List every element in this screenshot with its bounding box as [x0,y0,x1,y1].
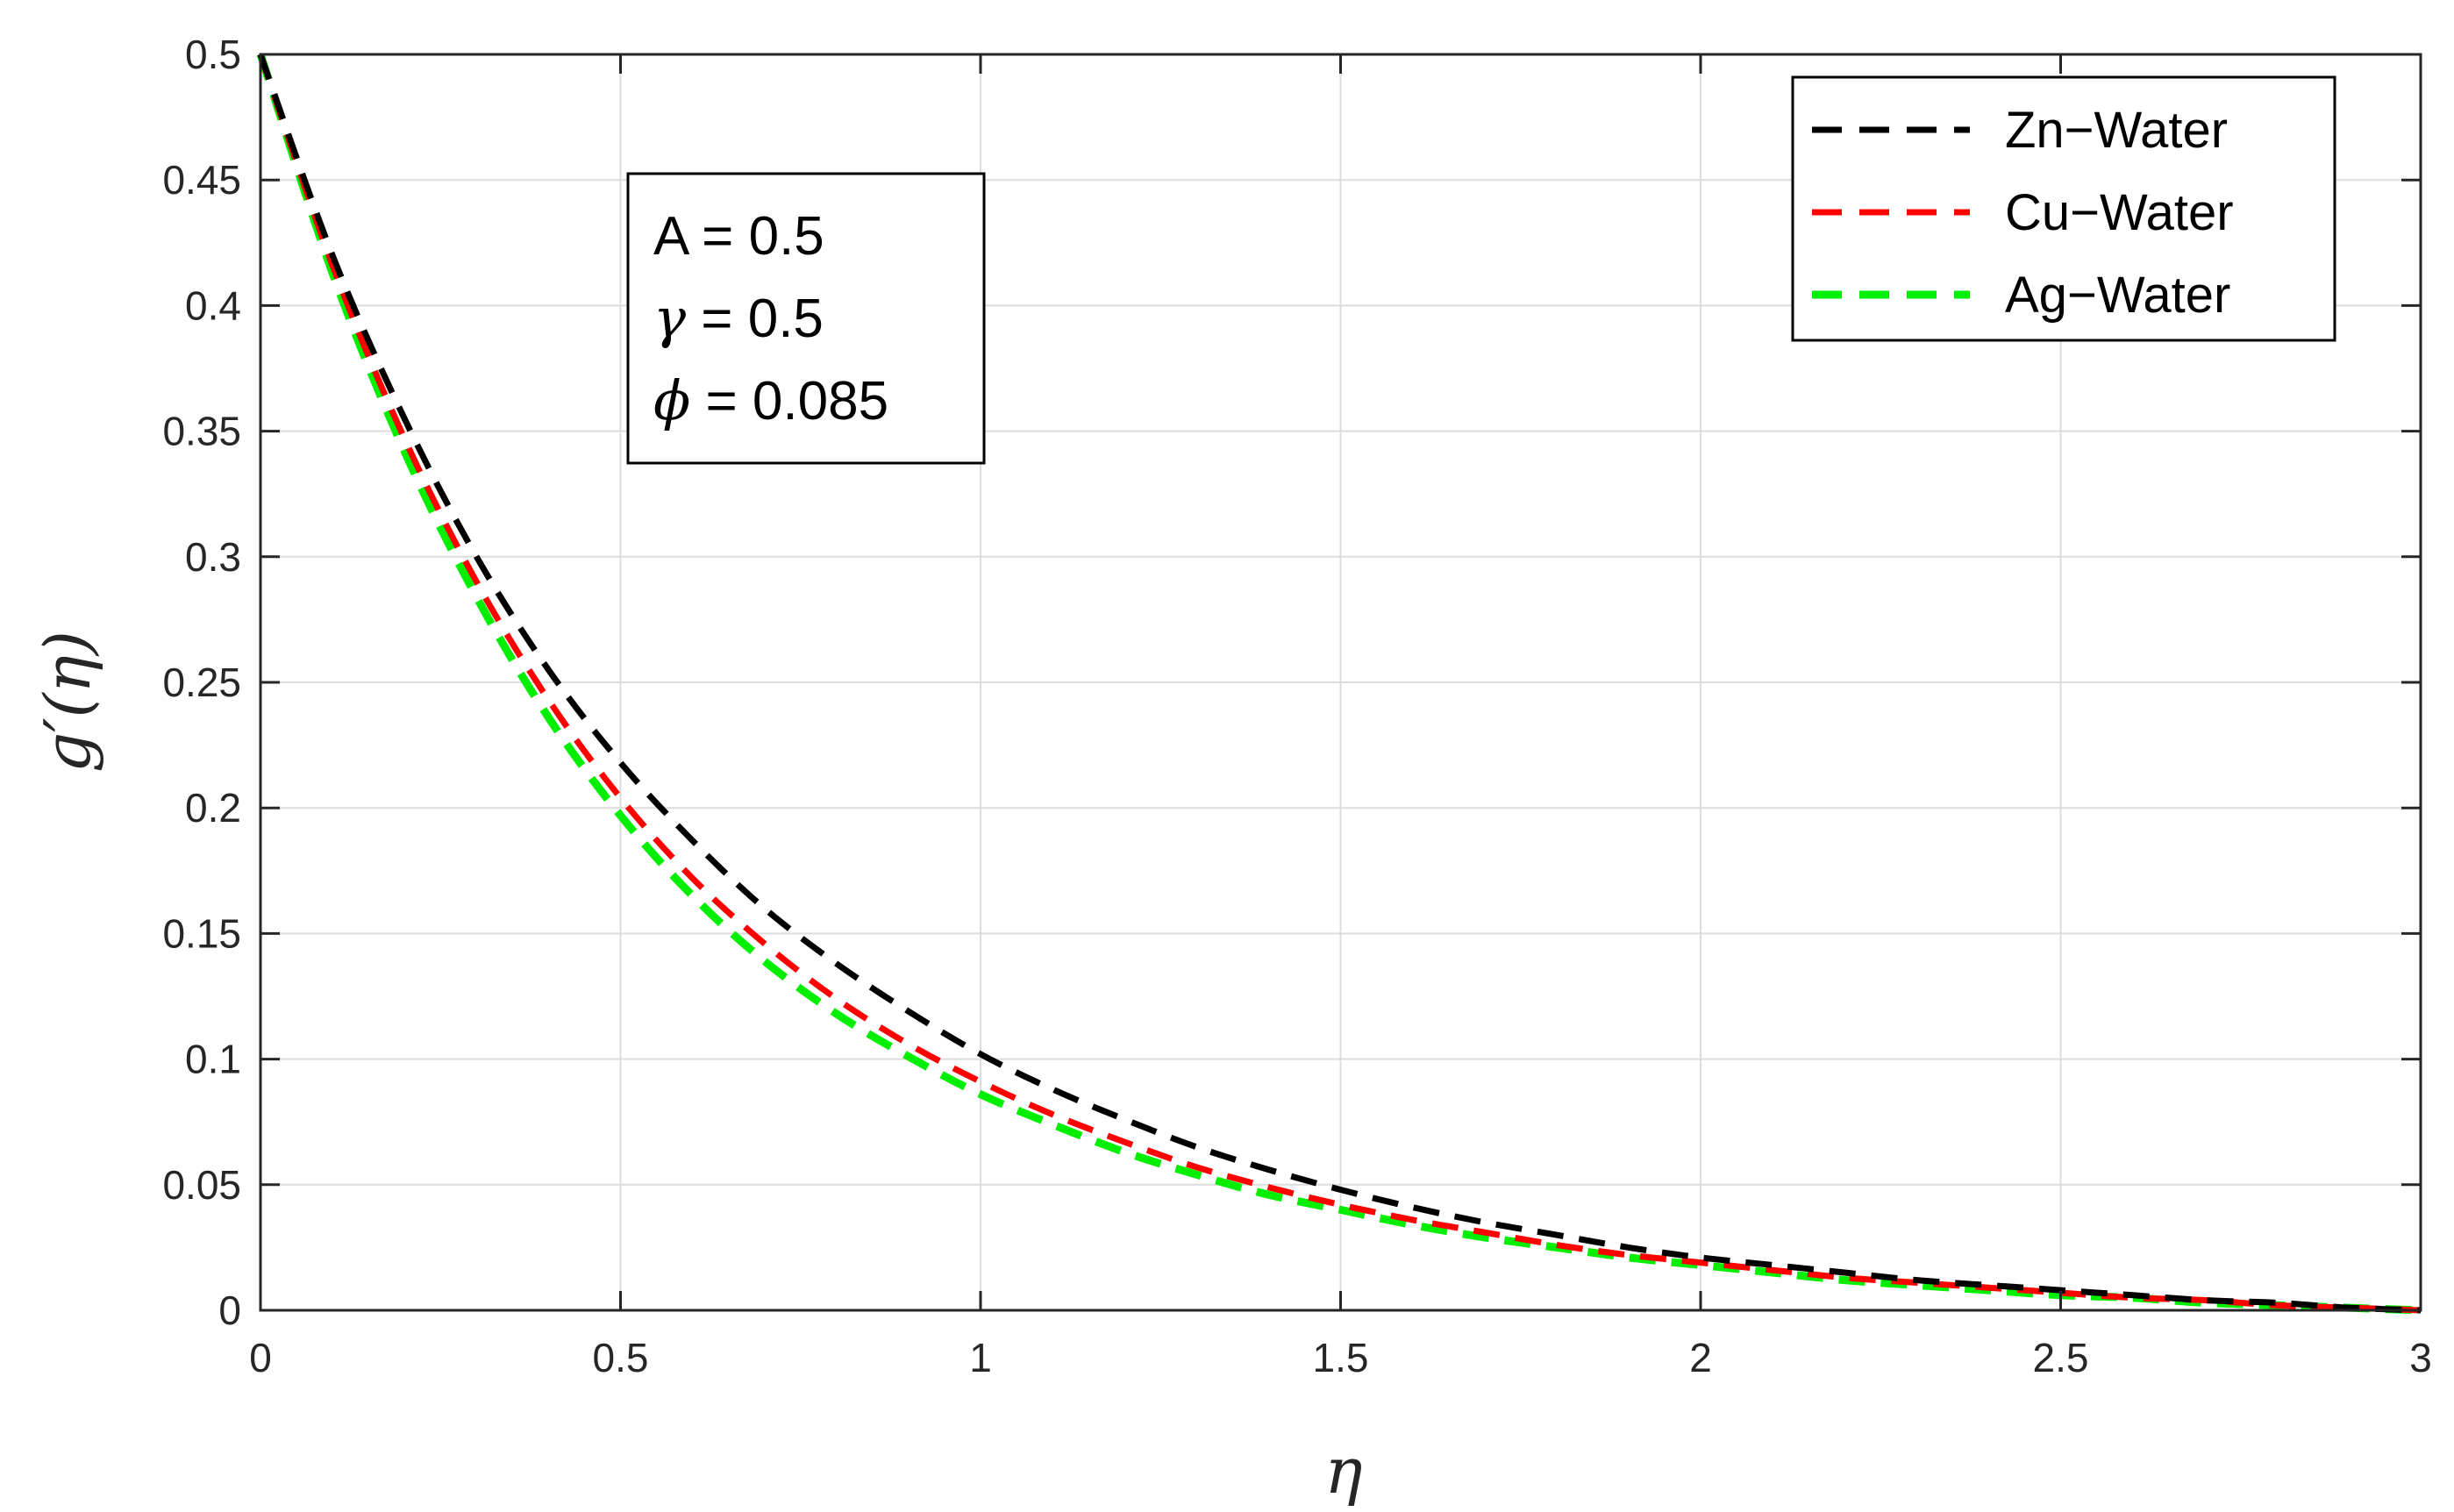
param-line-a: A = 0.5 [653,206,824,267]
x-tick-label: 1.5 [1313,1335,1369,1380]
param-phi-symbol: ϕ [653,368,690,432]
y-tick-label: 0.5 [185,32,241,77]
param-a-symbol: A [653,206,690,267]
y-tick-label: 0.45 [162,157,241,203]
y-tick-label: 0.1 [185,1037,241,1082]
y-tick-label: 0 [218,1287,241,1333]
series-line-zn-water [257,53,2422,1314]
y-tick-label: 0.15 [162,910,241,956]
legend-label-ag-water: Ag−Water [2005,267,2230,324]
series-line-ag-water [256,53,2422,1315]
x-tick-label: 0 [249,1335,272,1380]
param-phi-value: = 0.085 [690,371,888,431]
x-tick-label: 3 [2409,1335,2432,1380]
legend: Zn−Water Cu−Water Ag−Water [1791,75,2336,342]
param-line-phi: ϕ = 0.085 [653,368,888,432]
axis-ticks [259,53,2422,1312]
x-tick-label: 1 [969,1335,992,1380]
series-layer [256,53,2422,1315]
legend-label-zn-water: Zn−Water [2005,102,2228,159]
param-a-value: = 0.5 [687,206,824,267]
legend-label-cu-water: Cu−Water [2005,184,2234,241]
x-axis-label: η [1324,1434,1362,1508]
y-tick-label: 0.2 [185,785,241,831]
parameter-box-frame [626,172,986,465]
x-tick-label: 0.5 [593,1335,649,1380]
x-tick-label: 2 [1689,1335,1712,1380]
param-line-gamma: γ = 0.5 [653,286,824,350]
x-tick-label: 2.5 [2033,1335,2089,1380]
y-tick-label: 0.25 [162,660,241,705]
param-gamma-symbol: γ [653,286,687,350]
x-tick-labels: 0 0.5 1 1.5 2 2.5 3 [249,1335,2432,1380]
y-axis-label: g′(η) [31,631,104,773]
y-tick-label: 0.35 [162,409,241,454]
y-tick-label: 0.05 [162,1162,241,1208]
y-tick-label: 0.4 [185,282,241,328]
y-tick-labels: 0 0.05 0.1 0.15 0.2 0.25 0.3 0.35 0.4 0.45 0.5 [162,32,241,1333]
y-tick-label: 0.3 [185,534,241,580]
param-gamma-value: = 0.5 [686,289,824,349]
parameter-box: A = 0.5 γ = 0.5 ϕ = 0.085 [626,172,986,465]
